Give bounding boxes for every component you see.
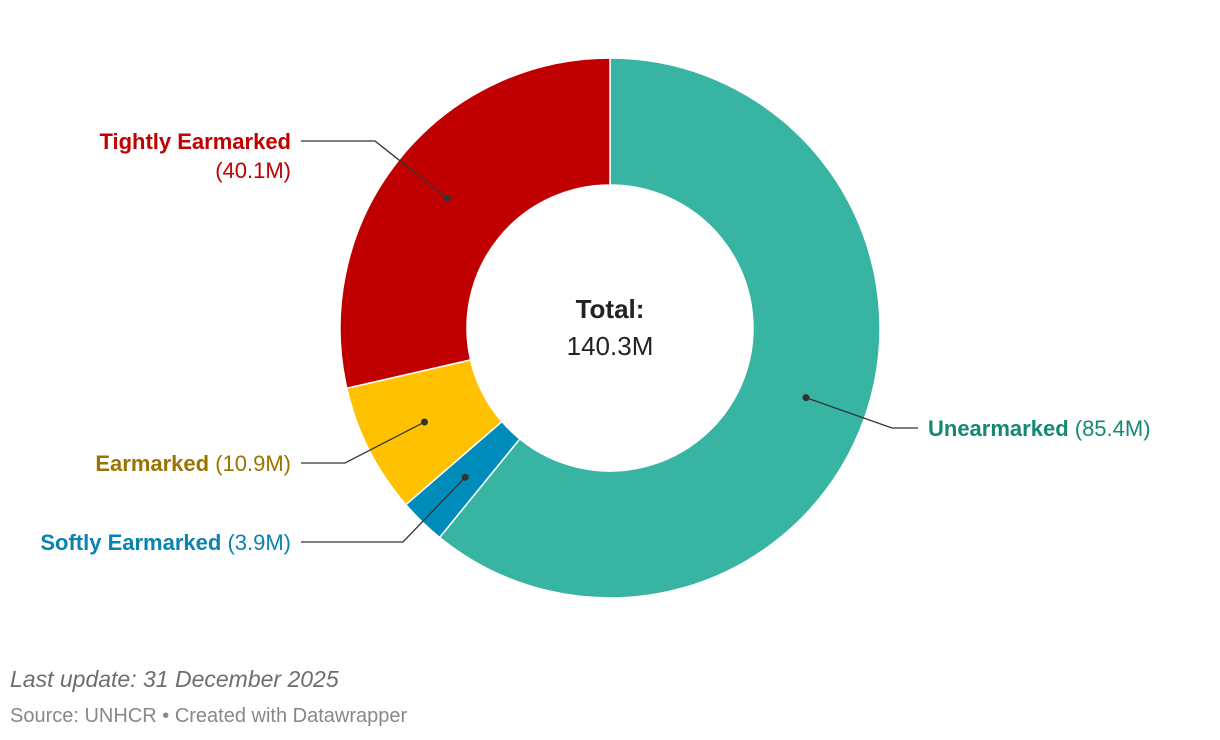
slice-label-group-unearmarked: Unearmarked (85.4M) bbox=[928, 416, 1151, 441]
slices-layer bbox=[339, 57, 881, 599]
slice-label-earmarked: Earmarked bbox=[95, 451, 215, 476]
slice-unearmarked bbox=[438, 57, 881, 599]
slice-label-unearmarked: Unearmarked bbox=[928, 416, 1075, 441]
slice-label-tightly-earmarked: Tightly Earmarked bbox=[99, 129, 291, 154]
slice-label-group-softly-earmarked: Softly Earmarked (3.9M) bbox=[40, 530, 291, 555]
source-separator: • bbox=[156, 705, 175, 727]
leader-line-softly-earmarked bbox=[301, 476, 466, 543]
last-update-note: Last update: 31 December 2025 bbox=[10, 666, 339, 692]
slice-label-group-earmarked: Earmarked (10.9M) bbox=[95, 451, 291, 476]
center-label-group: Total: 140.3M bbox=[567, 294, 654, 361]
leader-lines-layer bbox=[301, 140, 918, 543]
leader-line-earmarked bbox=[301, 421, 425, 464]
slice-tightly-earmarked bbox=[339, 57, 611, 390]
slice-value-tightly-earmarked: (40.1M) bbox=[215, 158, 291, 183]
source-credit-line: Source: UNHCR • Created with Datawrapper bbox=[10, 705, 407, 728]
center-total-value: 140.3M bbox=[567, 331, 654, 361]
slice-value-earmarked: (10.9M) bbox=[215, 451, 291, 476]
leader-line-unearmarked bbox=[805, 397, 918, 429]
datawrapper-credit: Created with Datawrapper bbox=[174, 705, 408, 727]
slice-value-unearmarked: (85.4M) bbox=[1075, 416, 1151, 441]
source-text: Source: UNHCR bbox=[10, 705, 157, 727]
slice-labels-layer: Unearmarked (85.4M) Softly Earmarked (3.9… bbox=[40, 129, 1150, 555]
slice-label-softly-earmarked: Softly Earmarked bbox=[40, 530, 227, 555]
leader-line-tightly-earmarked bbox=[301, 140, 448, 199]
slice-value-softly-earmarked: (3.9M) bbox=[227, 530, 291, 555]
center-total-label: Total: bbox=[576, 294, 645, 324]
